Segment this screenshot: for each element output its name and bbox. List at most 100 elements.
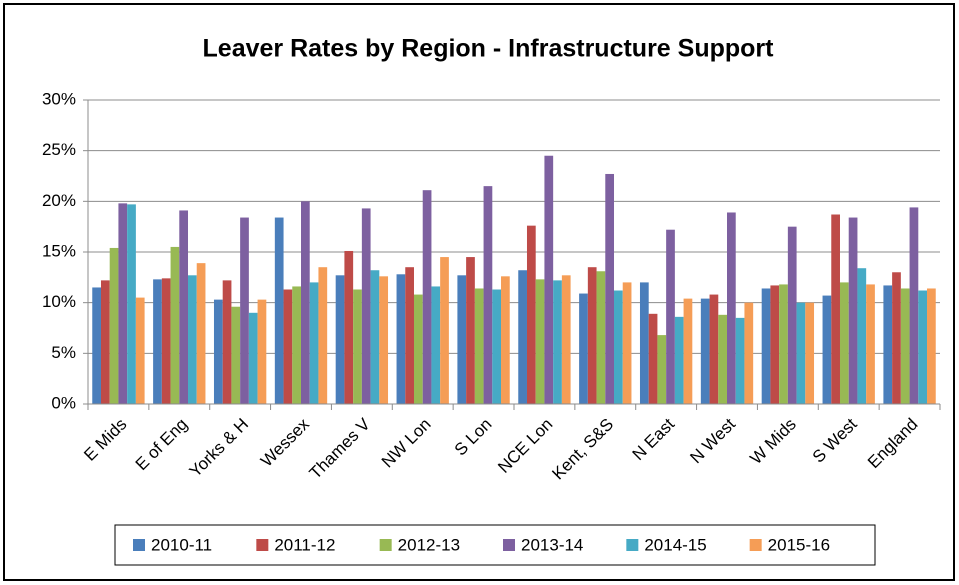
legend-swatch [256, 539, 269, 551]
bar [153, 279, 162, 404]
bar [196, 263, 206, 404]
legend-swatch [503, 539, 515, 551]
bar [535, 279, 545, 404]
bar [100, 280, 110, 404]
y-tick-label: 0% [51, 393, 76, 412]
bar [735, 317, 745, 404]
bar [474, 288, 484, 404]
bar [674, 316, 684, 404]
bar [370, 270, 380, 404]
y-tick-label: 15% [42, 241, 76, 260]
bar [526, 225, 536, 404]
bar [222, 280, 232, 404]
bar [248, 312, 258, 404]
bar [396, 274, 406, 404]
bar [466, 257, 475, 404]
bar [544, 155, 554, 404]
bar [909, 207, 919, 404]
bar [353, 289, 362, 404]
bar [622, 282, 632, 404]
bar [118, 203, 128, 404]
bar [822, 295, 832, 404]
bar [839, 282, 849, 404]
bar [639, 282, 649, 404]
legend-swatch [626, 539, 639, 551]
y-tick-label: 25% [42, 140, 76, 159]
bar [579, 293, 588, 404]
legend-label: 2010-11 [151, 535, 212, 554]
bar [614, 290, 623, 404]
bar [440, 257, 449, 404]
legend-swatch [379, 539, 392, 551]
bar [492, 289, 502, 404]
bar [918, 290, 928, 404]
bar [422, 190, 432, 404]
bar [188, 275, 197, 404]
bar [231, 306, 241, 404]
bar [787, 226, 797, 404]
bar [240, 217, 249, 404]
bar [848, 217, 858, 404]
y-tick-label: 5% [51, 343, 76, 362]
bar [857, 268, 867, 404]
bar [405, 267, 414, 404]
bar [779, 284, 788, 404]
bar [361, 208, 371, 404]
bar [413, 294, 423, 404]
bar [700, 298, 710, 404]
bar [213, 299, 223, 404]
bar [796, 302, 806, 404]
bar [866, 284, 875, 404]
bar [648, 313, 658, 404]
bar [379, 276, 389, 404]
bar [605, 173, 615, 404]
legend-swatch [133, 539, 145, 551]
bar [657, 335, 667, 404]
bar [257, 299, 267, 404]
bar [683, 298, 693, 404]
bar [727, 212, 736, 404]
chart-title: Leaver Rates by Region - Infrastructure … [203, 35, 775, 63]
bar [805, 302, 815, 404]
legend-box [114, 524, 876, 566]
legend-label: 2014-15 [644, 535, 706, 554]
bar [109, 247, 119, 404]
bar [709, 294, 719, 404]
legend-swatch [749, 539, 762, 551]
bar [179, 210, 189, 404]
y-tick-label: 10% [42, 292, 76, 311]
legend-label: 2013-14 [521, 535, 583, 554]
bar [596, 271, 606, 404]
bar [561, 275, 571, 404]
bar [431, 286, 441, 404]
bar [309, 282, 319, 404]
legend-label: 2015-16 [768, 535, 830, 554]
bar [344, 250, 354, 404]
legend-label: 2011-12 [274, 535, 335, 554]
bar [161, 278, 171, 404]
bar [92, 287, 101, 404]
bar [553, 280, 562, 404]
bar [292, 286, 301, 404]
bar [318, 267, 328, 404]
bar [587, 267, 597, 404]
y-tick-label: 30% [42, 89, 76, 108]
bar [927, 288, 936, 404]
bar [718, 314, 727, 404]
bar [761, 288, 771, 404]
bar [274, 217, 284, 404]
bar [483, 186, 493, 404]
bar [170, 246, 180, 404]
bar [900, 288, 910, 404]
bar [666, 229, 675, 404]
bar [135, 297, 145, 404]
bar [518, 270, 527, 404]
bar [744, 302, 754, 404]
bar [301, 201, 310, 404]
bar [335, 275, 345, 404]
bar [283, 289, 293, 404]
bar [127, 204, 136, 404]
bar [892, 272, 901, 404]
